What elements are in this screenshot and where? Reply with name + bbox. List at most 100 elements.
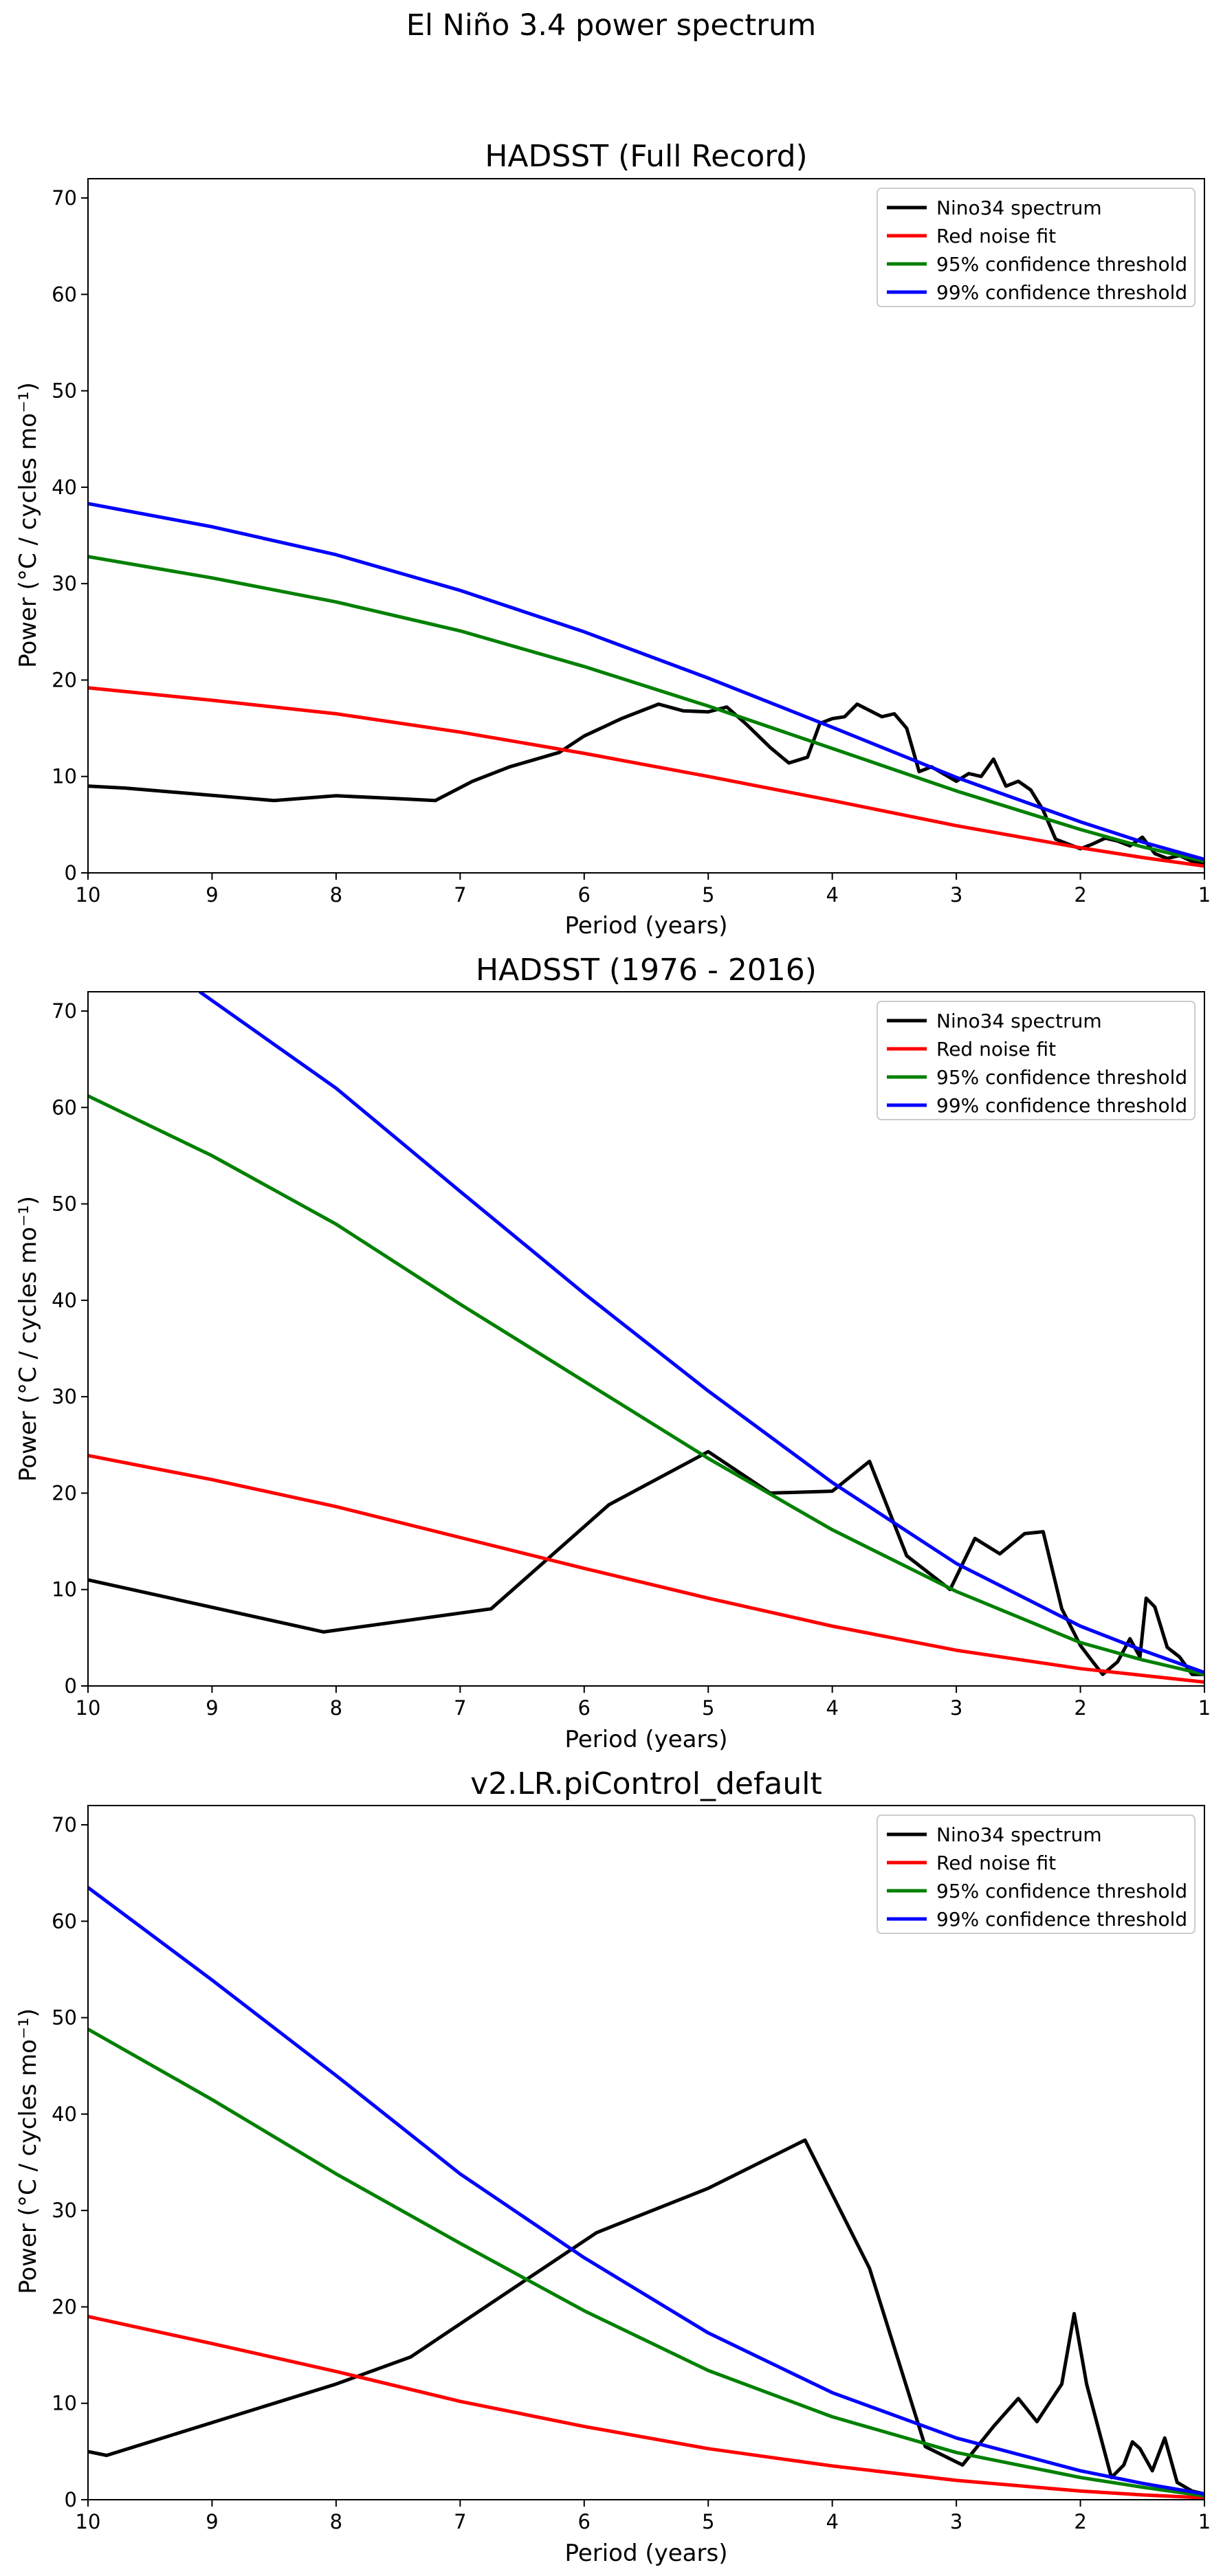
legend-label: 99% confidence threshold (936, 1094, 1187, 1117)
legend-box (877, 1814, 1196, 1934)
x-tick-label: 7 (454, 1696, 466, 1720)
y-tick-label: 60 (52, 1909, 77, 1933)
axes-frame (87, 991, 1205, 1687)
y-tick-label: 50 (52, 379, 77, 403)
y-tick-label: 20 (52, 1481, 77, 1504)
series-line-0 (88, 1450, 1204, 1676)
legend-box (877, 1001, 1196, 1120)
legend-label: 95% confidence threshold (936, 1880, 1187, 1902)
series-line-2 (88, 1094, 1204, 1676)
x-tick-label: 1 (1198, 883, 1211, 907)
x-tick-label: 8 (330, 2510, 342, 2533)
x-tick-label: 3 (950, 2510, 962, 2533)
x-tick-label: 6 (578, 1696, 591, 1720)
y-tick-label: 60 (52, 1096, 77, 1119)
x-tick-label: 8 (330, 1696, 342, 1720)
series-line-2 (88, 2028, 1204, 2498)
legend: Nino34 spectrum Red noise fit 95% confiden… (877, 1814, 1196, 1934)
y-tick-label: 10 (52, 765, 77, 788)
x-tick-label: 1 (1198, 1696, 1211, 1720)
legend-label: 95% confidence threshold (936, 1066, 1187, 1089)
y-tick-label: 0 (65, 2488, 77, 2511)
x-axis-label: Period (years) (565, 912, 728, 940)
x-axis-label: Period (years) (565, 2540, 728, 2567)
chart-panel-piControl: v2.LR.piControl_default 10 9 8 7 6 5 4 3 2 101020… (14, 1766, 1211, 2567)
y-tick-label: 0 (65, 861, 77, 885)
legend-label: Red noise fit (936, 1038, 1056, 1061)
x-tick-label: 4 (826, 1696, 838, 1720)
series-line-3 (198, 992, 1204, 1674)
x-tick-label: 2 (1074, 1696, 1086, 1720)
x-tick-label: 7 (454, 883, 466, 907)
y-tick-label: 40 (52, 476, 77, 499)
series-line-3 (88, 502, 1204, 861)
legend-label: 95% confidence threshold (936, 253, 1187, 276)
x-tick-label: 10 (76, 1696, 101, 1720)
x-tick-label: 3 (950, 1696, 962, 1720)
series-line-3 (88, 1886, 1204, 2496)
legend-label: Nino34 spectrum (936, 197, 1102, 219)
x-tick-label: 3 (950, 883, 962, 907)
x-tick-label: 9 (206, 2510, 218, 2533)
x-tick-label: 5 (702, 1696, 714, 1720)
y-tick-label: 30 (52, 2199, 77, 2222)
y-tick-label: 10 (52, 1578, 77, 1601)
axes-frame (87, 178, 1205, 874)
x-tick-label: 6 (578, 2510, 591, 2533)
x-axis-label: Period (years) (565, 1726, 728, 1753)
x-tick-label: 4 (826, 883, 838, 907)
x-tick-label: 1 (1198, 2510, 1211, 2533)
y-tick-label: 70 (52, 999, 77, 1023)
y-tick-label: 20 (52, 2295, 77, 2318)
y-tick-label: 50 (52, 2006, 77, 2030)
legend-label: Red noise fit (936, 1852, 1056, 1874)
y-tick-label: 10 (52, 2392, 77, 2415)
x-tick-label: 8 (330, 883, 342, 907)
legend-label: 99% confidence threshold (936, 1908, 1187, 1931)
y-axis-label: Power (°C / cycles mo⁻¹) (14, 382, 42, 668)
legend-label: 99% confidence threshold (936, 281, 1187, 304)
figure-suptitle: El Niño 3.4 power spectrum (406, 8, 816, 43)
x-tick-label: 2 (1074, 2510, 1086, 2533)
x-tick-label: 4 (826, 2510, 838, 2533)
legend-label: Nino34 spectrum (936, 1823, 1102, 1846)
x-tick-label: 2 (1074, 883, 1086, 907)
panel-title: v2.LR.piControl_default (470, 1766, 822, 1801)
x-tick-label: 9 (206, 1696, 218, 1720)
y-tick-label: 60 (52, 282, 77, 306)
y-tick-label: 0 (65, 1674, 77, 1698)
chart-panel-full-record: HADSST (Full Record) 10 9 8 7 6 5 4 3 2 101020304… (14, 139, 1211, 940)
y-tick-label: 20 (52, 668, 77, 691)
y-tick-label: 50 (52, 1192, 77, 1216)
y-tick-label: 40 (52, 1289, 77, 1312)
y-tick-label: 40 (52, 2102, 77, 2126)
y-tick-label: 30 (52, 572, 77, 595)
y-tick-label: 70 (52, 186, 77, 210)
legend: Nino34 spectrum Red noise fit 95% confiden… (877, 1001, 1196, 1120)
x-tick-label: 7 (454, 2510, 466, 2533)
legend-box (877, 188, 1196, 307)
series-line-2 (88, 555, 1204, 863)
y-tick-label: 70 (52, 1813, 77, 1836)
legend-label: Nino34 spectrum (936, 1010, 1102, 1032)
x-tick-label: 10 (76, 883, 101, 907)
axes-frame (87, 1805, 1205, 2500)
x-tick-label: 9 (206, 883, 218, 907)
x-tick-label: 6 (578, 883, 591, 907)
y-tick-label: 30 (52, 1385, 77, 1408)
chart-panel-1976-2016: HADSST (1976 - 2016) 10 9 8 7 6 5 4 3 2 101020304… (14, 953, 1211, 1753)
series-line-1 (88, 686, 1204, 868)
y-axis-label: Power (°C / cycles mo⁻¹) (14, 1196, 42, 1482)
panel-title: HADSST (1976 - 2016) (476, 953, 817, 988)
legend-label: Red noise fit (936, 225, 1056, 247)
x-tick-label: 10 (76, 2510, 101, 2533)
x-tick-label: 5 (702, 883, 714, 907)
x-tick-label: 5 (702, 2510, 714, 2533)
series-line-0 (88, 2138, 1204, 2496)
panel-title: HADSST (Full Record) (485, 139, 807, 174)
series-line-1 (88, 1454, 1204, 1684)
